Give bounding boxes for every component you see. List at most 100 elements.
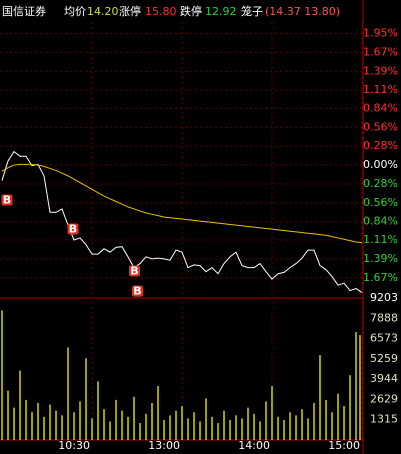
y-tick-label: 9203 (370, 291, 398, 304)
y-tick-label: 0.28% (363, 177, 398, 190)
volume-bar (325, 399, 327, 440)
y-tick-label: 1315 (370, 413, 398, 426)
y-tick-label: 0.00% (363, 158, 398, 171)
volume-bar (265, 401, 267, 440)
stock-name: 国信证券 (2, 4, 46, 18)
y-tick-label: 0.56% (363, 120, 398, 133)
volume-bar (289, 412, 291, 440)
volume-bar (253, 413, 255, 440)
y-tick-label: 5259 (370, 352, 398, 365)
y-tick-label: 1.67% (363, 45, 398, 58)
volume-bar (139, 423, 141, 440)
volume-bar (37, 402, 39, 440)
volume-bar (193, 412, 195, 440)
y-tick-label: 1.11% (363, 233, 398, 246)
volume-bar (61, 415, 63, 440)
volume-bar (241, 418, 243, 440)
volume-bar (199, 421, 201, 440)
y-tick-label: 1.95% (363, 26, 398, 39)
y-tick-label: 0.84% (363, 101, 398, 114)
volume-bar (13, 407, 15, 440)
volume-bar (169, 415, 171, 440)
y-tick-label: 0.56% (363, 196, 398, 209)
volume-bar (355, 331, 357, 440)
volume-bar (151, 402, 153, 440)
volume-bar (319, 355, 321, 440)
volume-bar (359, 335, 361, 440)
buy-marker-label: B (133, 285, 141, 298)
volume-bar (157, 385, 159, 440)
y-tick-label: 1.39% (363, 64, 398, 77)
volume-bar (85, 358, 87, 440)
x-tick-label: 15:00 (328, 439, 360, 452)
limit-up-label: 涨停 (119, 4, 141, 18)
x-tick-label: 14:00 (238, 439, 270, 452)
header: 国信证券 均价 14.20 涨停 15.80 跌停 12.92 笼子 (14.3… (2, 4, 340, 18)
limit-up-value: 15.80 (145, 5, 177, 18)
volume-bar (121, 410, 123, 440)
volume-bar (133, 396, 135, 440)
volume-bar (211, 416, 213, 440)
volume-bar (31, 412, 33, 440)
volume-bar (73, 412, 75, 440)
volume-bar (277, 416, 279, 440)
volume-bar (271, 385, 273, 440)
buy-marker-label: B (69, 222, 77, 235)
volume-bar (313, 402, 315, 440)
volume-bar (337, 393, 339, 440)
volume-bar (283, 419, 285, 440)
volume-bar (1, 310, 3, 440)
volume-bar (43, 416, 45, 440)
volume-bar (223, 410, 225, 440)
volume-bar (115, 399, 117, 440)
y-tick-label: 1.39% (363, 252, 398, 265)
volume-bar (175, 410, 177, 440)
buy-marker (132, 285, 143, 297)
limit-down-value: 12.92 (205, 5, 237, 18)
x-tick-label: 10:30 (58, 439, 90, 452)
x-tick-label: 13:00 (148, 439, 180, 452)
volume-bar (109, 421, 111, 440)
buy-marker (129, 265, 140, 277)
buy-marker-label: B (130, 264, 138, 277)
cage-label: 笼子 (241, 4, 263, 18)
avg-value: 14.20 (87, 5, 119, 18)
y-tick-label: 1.11% (363, 83, 398, 96)
volume-bar (67, 347, 69, 440)
y-tick-label: 3944 (370, 372, 398, 385)
volume-bar (19, 370, 21, 440)
volume-bar (91, 418, 93, 440)
avg-label: 均价 (64, 5, 86, 18)
volume-bar (187, 418, 189, 440)
volume-bar (217, 423, 219, 440)
volume-bar (25, 399, 27, 440)
volume-bar (259, 421, 261, 440)
volume-bar (301, 409, 303, 440)
volume-bar (127, 416, 129, 440)
volume-bar (247, 407, 249, 440)
volume-bar (103, 409, 105, 440)
volume-bar (331, 412, 333, 440)
buy-marker-label: B (3, 193, 11, 206)
limit-down-label: 跌停 (180, 4, 202, 18)
cage-value: (14.37 13.80) (265, 5, 340, 18)
volume-bar (79, 401, 81, 440)
volume-bar (229, 419, 231, 440)
y-tick-label: 0.28% (363, 139, 398, 152)
volume-bar (343, 406, 345, 440)
y-tick-label: 1.67% (363, 271, 398, 284)
buy-marker (1, 194, 13, 206)
volume-bar (145, 413, 147, 440)
volume-bar (349, 375, 351, 440)
y-tick-label: 6573 (370, 332, 398, 345)
volume-bar (295, 415, 297, 440)
y-tick-label: 7888 (370, 311, 398, 324)
series-line (1, 163, 363, 244)
volume-bar (49, 404, 51, 440)
volume-bar (307, 418, 309, 440)
series-line (1, 150, 363, 294)
volume-bar (163, 419, 165, 440)
volume-bar (55, 410, 57, 440)
